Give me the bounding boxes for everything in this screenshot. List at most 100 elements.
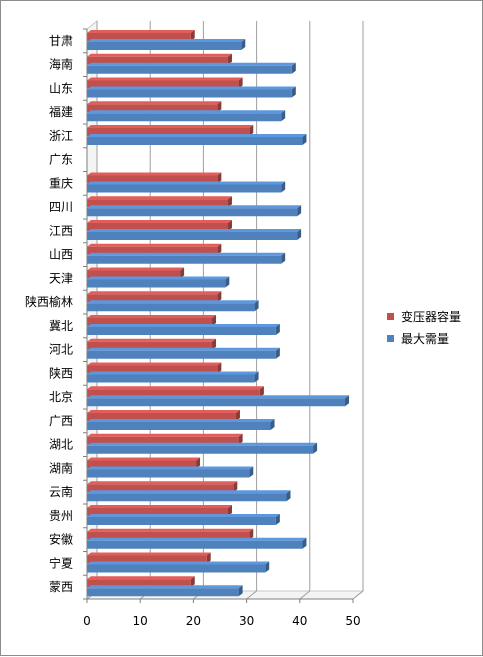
category-label: 广东	[49, 153, 73, 167]
bar-max-demand	[87, 65, 292, 74]
bar-top	[87, 276, 230, 280]
bar-end	[190, 30, 195, 41]
category-label: 湖南	[49, 460, 73, 475]
bar-top	[87, 466, 254, 470]
bar-end	[180, 267, 185, 279]
bar-top	[87, 371, 259, 375]
gridline	[352, 590, 364, 600]
bar-top	[87, 576, 195, 580]
bar-top	[87, 585, 243, 589]
bar-top	[87, 196, 232, 200]
x-tick-label: 20	[186, 614, 201, 628]
x-tick-label: 10	[133, 614, 148, 628]
x-tick-label: 40	[292, 614, 307, 628]
bar-max-demand	[87, 422, 271, 430]
bar-max-demand	[87, 303, 255, 312]
bar-end	[249, 466, 254, 478]
bar-transformer-capacity	[87, 294, 218, 303]
axes	[83, 28, 354, 603]
bar-transformer-capacity	[87, 128, 250, 136]
bar-end	[225, 276, 230, 288]
bar-top	[87, 220, 232, 223]
bar-top	[87, 481, 238, 485]
category-label: 天津	[49, 271, 73, 285]
bar-transformer-capacity	[87, 531, 250, 540]
legend-swatch	[387, 335, 394, 342]
bar-top	[87, 537, 307, 541]
category-label: 贵州	[49, 509, 73, 523]
bar-top	[87, 39, 246, 42]
bar-top	[87, 110, 286, 114]
category-label: 四川	[49, 200, 73, 214]
bar-end	[190, 576, 195, 588]
bar-top	[87, 347, 280, 351]
category-label: 陕西榆林	[25, 294, 73, 309]
bar-max-demand	[87, 42, 242, 50]
category-label: 江西	[49, 224, 73, 238]
bar-transformer-capacity	[87, 436, 239, 445]
bar-transformer-capacity	[87, 80, 239, 89]
bar-top	[87, 229, 302, 232]
bar-transformer-capacity	[87, 246, 218, 255]
bar-max-demand	[87, 350, 276, 359]
bar-top	[87, 86, 296, 90]
category-label: 安徽	[49, 532, 73, 547]
bar-end	[249, 125, 254, 136]
bar-top	[87, 291, 222, 295]
bar-max-demand	[87, 327, 276, 335]
bar-top	[87, 101, 222, 105]
bar-transformer-capacity	[87, 56, 228, 65]
bar-top	[87, 252, 286, 256]
bar-top	[87, 181, 286, 185]
bars	[87, 30, 350, 597]
bar-end	[270, 419, 275, 430]
bar-end	[259, 386, 264, 398]
bar-end	[249, 528, 254, 540]
bar-max-demand	[87, 398, 346, 407]
bar-end	[238, 433, 243, 445]
bar-max-demand	[87, 255, 282, 264]
bar-end	[241, 39, 246, 50]
bar-end	[238, 77, 243, 89]
bar-max-demand	[87, 279, 226, 288]
bar-end	[238, 585, 243, 597]
bar-max-demand	[87, 89, 292, 98]
bar-top	[87, 315, 217, 318]
category-label: 福建	[49, 104, 73, 119]
bar-end	[212, 315, 217, 326]
bar-end	[281, 181, 286, 193]
bar-top	[87, 62, 296, 66]
bar-end	[217, 362, 222, 374]
bar-end	[227, 505, 232, 516]
category-label: 重庆	[49, 176, 73, 190]
bar-max-demand	[87, 469, 250, 478]
bar-end	[254, 300, 259, 312]
bar-transformer-capacity	[87, 579, 191, 588]
bar-end	[302, 537, 307, 549]
bar-transformer-capacity	[87, 365, 218, 374]
bar-top	[87, 134, 307, 137]
bar-top	[87, 338, 217, 342]
bar-top	[87, 419, 275, 422]
bar-top	[87, 125, 254, 128]
bar-end	[275, 324, 280, 335]
tick-labels: 0 10 20 30 40 50	[83, 614, 360, 628]
bar-transformer-capacity	[87, 460, 197, 469]
bar-transformer-capacity	[87, 223, 228, 231]
bar-end	[265, 561, 270, 573]
bar-transformer-capacity	[87, 413, 236, 421]
bar-end	[217, 172, 222, 184]
bar-max-demand	[87, 232, 298, 240]
category-label: 宁夏	[49, 555, 73, 570]
bar-end	[217, 101, 222, 113]
bar-top	[87, 30, 195, 33]
category-labels: 甘肃海南山东福建浙江广东重庆四川江西山西天津陕西榆林冀北河北陕西北京广西湖北湖南…	[25, 34, 73, 594]
bar-top	[87, 172, 222, 176]
bar-transformer-capacity	[87, 389, 260, 398]
category-label: 北京	[49, 390, 73, 404]
bar-transformer-capacity	[87, 555, 207, 564]
bar-end	[206, 552, 211, 564]
